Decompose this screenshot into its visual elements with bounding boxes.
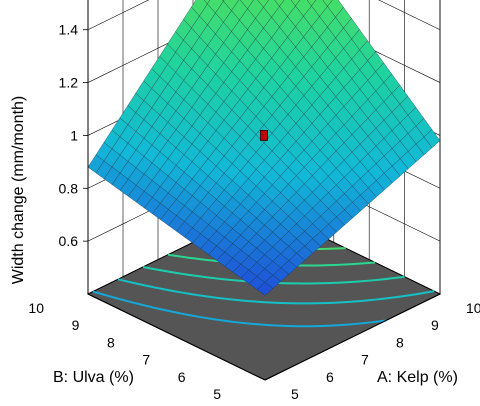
b-tick-label: 10	[28, 300, 44, 316]
a-tick-label: 6	[326, 369, 334, 385]
z-tick-label: 1.4	[59, 22, 79, 38]
z-tick-label: 0.8	[59, 180, 79, 196]
b-tick-label: 9	[72, 317, 80, 333]
a-tick-label: 9	[431, 317, 439, 333]
z-tick-label: 0.6	[59, 233, 79, 249]
b-axis-label: B: Ulva (%)	[53, 369, 134, 386]
axis-frame	[87, 0, 441, 381]
b-axis-ticks: 5 6 7 8 9 10	[28, 300, 221, 402]
z-axis-label: Width change (mm/month)	[10, 96, 27, 285]
design-point	[260, 130, 268, 141]
b-tick-label: 8	[107, 334, 115, 350]
surface-cell	[306, 0, 317, 7]
surface-cell	[322, 0, 333, 7]
a-tick-label: 8	[396, 334, 404, 350]
wall-gridline-z	[87, 0, 441, 30]
wall-gridline-z	[87, 0, 441, 83]
surface-cell	[290, 0, 301, 7]
a-axis-label: A: Kelp (%)	[377, 369, 458, 386]
a-tick-label: 5	[291, 386, 299, 402]
z-axis-ticks: 0.60.811.21.41.61.8	[59, 22, 88, 249]
z-tick-label: 1.2	[59, 75, 79, 91]
b-tick-label: 6	[178, 369, 186, 385]
b-tick-label: 5	[213, 386, 221, 402]
design-point-marker	[260, 130, 268, 141]
b-axis-line	[87, 293, 266, 381]
a-axis-line	[264, 293, 441, 381]
a-tick-label: 7	[361, 352, 369, 368]
a-tick-label: 10	[466, 300, 480, 316]
a-axis-ticks: 5 6 7 8 9 10	[291, 300, 480, 402]
contour-line	[92, 290, 387, 328]
surface-cell	[274, 0, 285, 7]
b-tick-label: 7	[142, 352, 150, 368]
response-surface	[87, 0, 441, 296]
contour-line	[117, 278, 435, 305]
surface-cell	[203, 0, 211, 5]
surface-cell	[256, 282, 274, 296]
z-tick-label: 1	[70, 127, 78, 143]
